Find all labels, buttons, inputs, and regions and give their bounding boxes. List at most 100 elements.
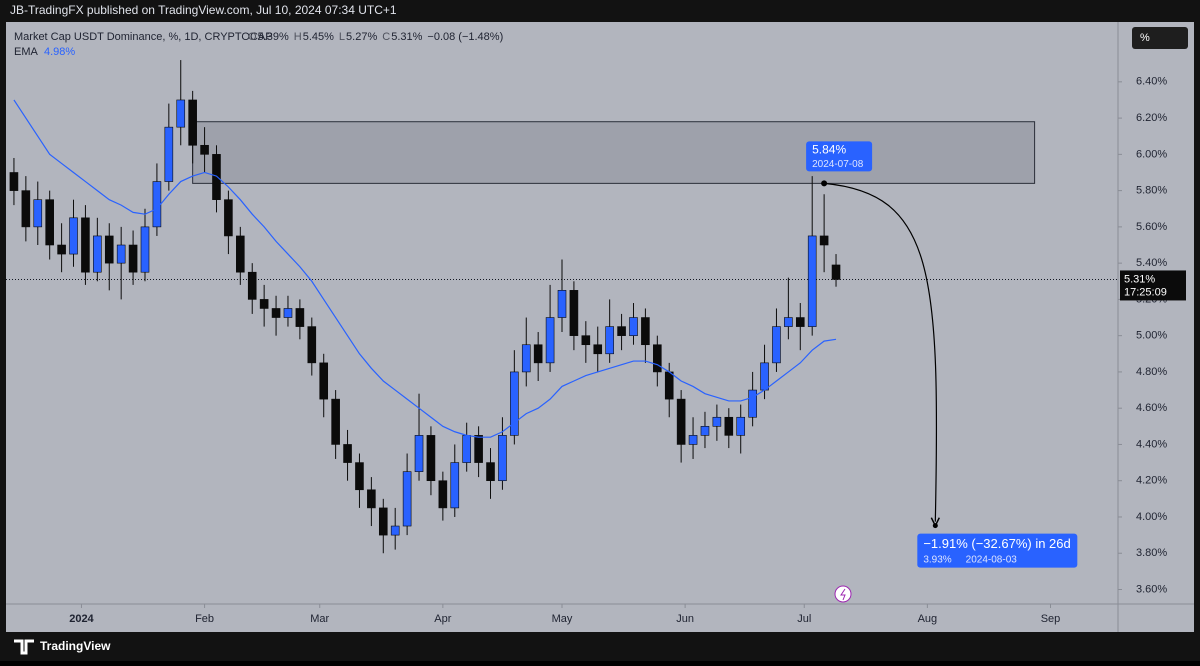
- candle-body: [581, 335, 591, 346]
- ohlc-key: L: [339, 31, 345, 43]
- candle-body: [236, 235, 245, 273]
- ema-value: 4.98%: [44, 46, 75, 58]
- target-point: [932, 523, 938, 529]
- candle-body: [152, 181, 162, 228]
- candle-body: [9, 172, 19, 191]
- candle-body: [438, 480, 448, 509]
- candle-body: [69, 217, 78, 255]
- ohlc-key: O: [248, 31, 257, 43]
- candle-body: [128, 244, 138, 273]
- brand: TradingView: [40, 639, 111, 653]
- ohlc-key: C: [382, 31, 390, 43]
- event-icon[interactable]: [834, 585, 852, 603]
- y-tick-label: 4.60%: [1136, 402, 1167, 414]
- ohlc-value: 5.39%: [258, 31, 289, 43]
- y-tick-label: 3.60%: [1136, 583, 1167, 595]
- event-glyph: [840, 588, 846, 601]
- x-tick-label: Aug: [918, 613, 938, 625]
- ohlc-change: −0.08 (−1.48%): [427, 31, 503, 43]
- candle-body: [343, 444, 352, 463]
- candle-body: [33, 199, 43, 228]
- ohlc-value: 5.27%: [346, 31, 377, 43]
- target-value: 3.93%: [923, 554, 951, 565]
- candle-body: [259, 299, 269, 309]
- y-tick-label: 4.80%: [1136, 366, 1167, 378]
- y-tick-label: 4.40%: [1136, 438, 1167, 450]
- ohlc-key: H: [294, 31, 302, 43]
- brand-logo: [14, 639, 34, 655]
- candle-body: [569, 290, 579, 336]
- candle-body: [176, 99, 186, 128]
- candle-body: [653, 344, 662, 373]
- candle-body: [510, 371, 519, 436]
- candle-body: [295, 308, 305, 327]
- candle-body: [450, 462, 460, 509]
- countdown: 17:25:09: [1124, 286, 1167, 298]
- peak-box: [806, 141, 873, 172]
- candle-body: [81, 217, 90, 273]
- x-tick-label: May: [552, 613, 573, 625]
- candle-body: [378, 507, 388, 536]
- candle-body: [545, 317, 555, 364]
- candle-body: [617, 326, 626, 336]
- candle-body: [402, 471, 412, 527]
- candle-body: [795, 317, 805, 327]
- scale-button[interactable]: [1132, 27, 1188, 49]
- candle-body: [307, 326, 317, 364]
- candle-body: [212, 154, 221, 200]
- candle-body: [367, 489, 376, 509]
- candle-body: [45, 199, 54, 246]
- plot: 3.60% 3.80% 4.00% 4.20% 4.40% 4.60% 4.80% 5.00%…: [6, 60, 1186, 625]
- candle-body: [700, 426, 710, 436]
- candle-body: [331, 398, 340, 445]
- x-tick-label: Feb: [195, 613, 214, 625]
- target-box: [917, 533, 1078, 568]
- candle-body: [140, 226, 150, 273]
- candle-body: [831, 264, 841, 280]
- candle-body: [807, 235, 817, 327]
- candle-body: [271, 308, 281, 318]
- x-tick-label: 2024: [69, 613, 94, 625]
- y-tick-label: 4.00%: [1136, 511, 1167, 523]
- candle-body: [760, 362, 769, 391]
- peak-value: 5.84%: [812, 143, 846, 157]
- candle-body: [688, 435, 698, 445]
- last-price-label: 5.31%: [1124, 273, 1155, 285]
- y-tick-label: 3.80%: [1136, 547, 1167, 559]
- candle-body: [557, 290, 567, 318]
- x-tick-label: Jul: [797, 613, 811, 625]
- ohlc-value: 5.45%: [303, 31, 334, 43]
- zone: [192, 121, 1036, 184]
- candle-body: [712, 416, 722, 427]
- target-date: 2024-08-03: [966, 554, 1018, 565]
- candle-body: [486, 462, 495, 482]
- candle-body: [188, 99, 197, 146]
- y-tick-label: 5.60%: [1136, 221, 1167, 233]
- candle-body: [593, 344, 603, 355]
- candle-body: [641, 317, 650, 346]
- x-tick-label: Jun: [676, 613, 694, 625]
- candle-body: [736, 416, 746, 436]
- candle-body: [426, 435, 436, 482]
- y-tick-label: 6.40%: [1136, 76, 1167, 88]
- candle-body: [164, 126, 174, 182]
- y-tick-label: 6.00%: [1136, 148, 1167, 160]
- candle-body: [21, 190, 31, 228]
- ema-line: [13, 99, 837, 438]
- candle-body: [676, 398, 686, 445]
- candle-body: [93, 235, 102, 273]
- candle-body: [224, 199, 233, 237]
- candle-body: [629, 317, 638, 336]
- candle-body: [474, 435, 483, 463]
- candle-body: [116, 244, 126, 264]
- candle-body: [664, 371, 674, 400]
- y-tick-label: 5.40%: [1136, 257, 1167, 269]
- x-tick-label: Sep: [1041, 613, 1061, 625]
- projection-arrow: [824, 182, 938, 522]
- ohlc-value: 5.31%: [391, 31, 422, 43]
- candle-body: [104, 235, 114, 264]
- y-tick-label: 5.00%: [1136, 330, 1167, 342]
- scale-label: %: [1140, 32, 1150, 44]
- published-line: JB-TradingFX published on TradingView.co…: [10, 3, 397, 17]
